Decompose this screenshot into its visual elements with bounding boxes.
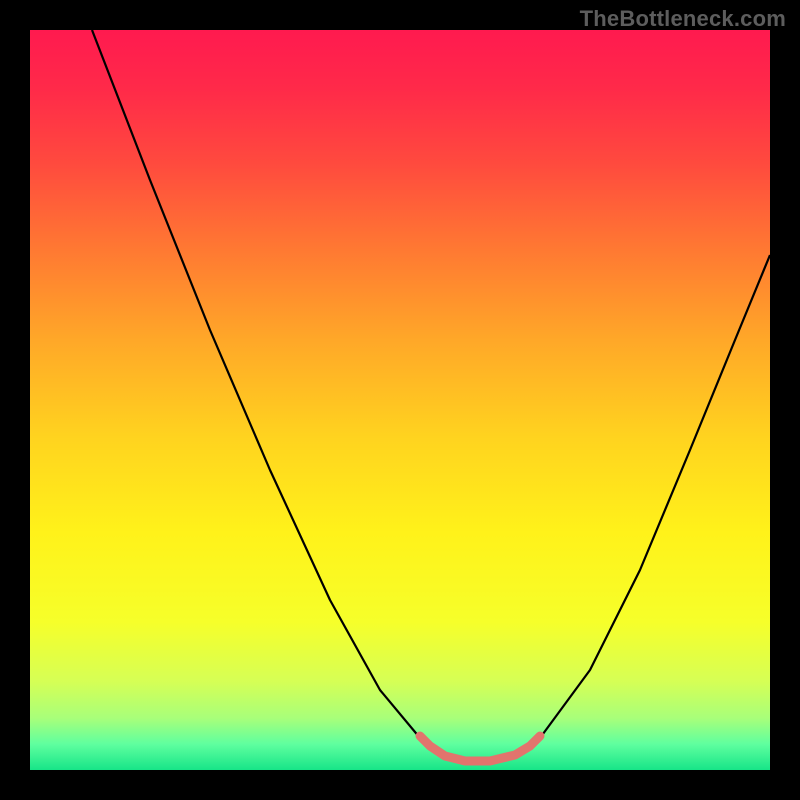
plot-background-gradient [30, 30, 770, 770]
chart-frame: TheBottleneck.com [0, 0, 800, 800]
bottleneck-curve-chart [0, 0, 800, 800]
